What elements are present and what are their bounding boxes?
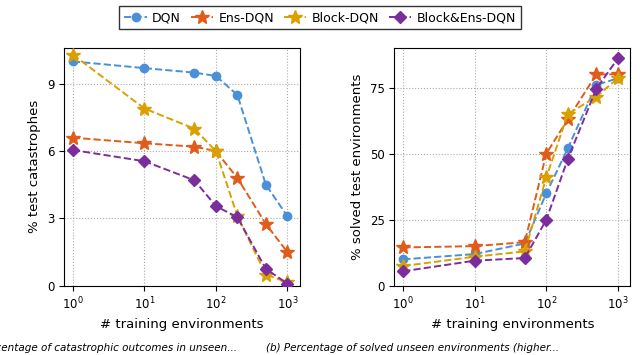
Y-axis label: % test catastrophes: % test catastrophes — [28, 100, 41, 234]
X-axis label: # training environments: # training environments — [100, 318, 264, 331]
Text: (a) Percentage of catastrophic outcomes in unseen...: (a) Percentage of catastrophic outcomes … — [0, 343, 237, 354]
Text: (b) Percentage of solved unseen environments (higher...: (b) Percentage of solved unseen environm… — [266, 343, 559, 354]
Y-axis label: % solved test environments: % solved test environments — [351, 74, 364, 260]
X-axis label: # training environments: # training environments — [431, 318, 594, 331]
Legend: DQN, Ens-DQN, Block-DQN, Block&Ens-DQN: DQN, Ens-DQN, Block-DQN, Block&Ens-DQN — [120, 6, 520, 29]
